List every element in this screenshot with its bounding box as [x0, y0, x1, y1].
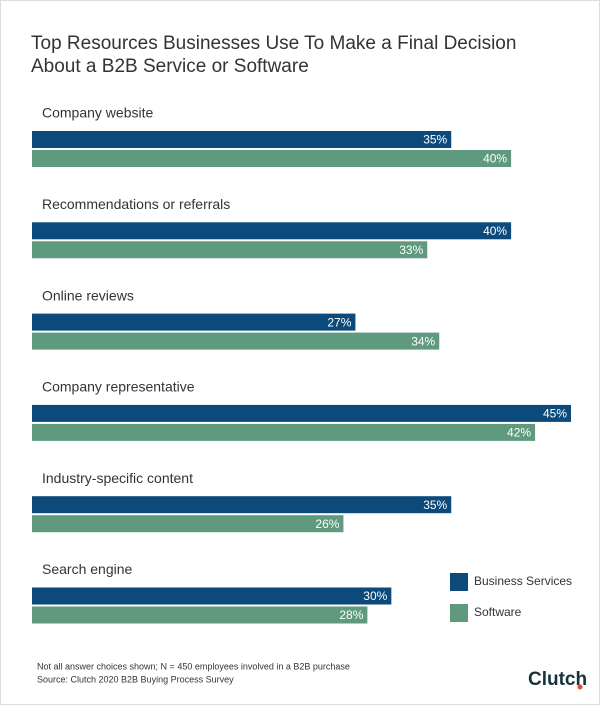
legend-swatch [450, 604, 468, 622]
value-label: 33% [399, 243, 423, 257]
category-label: Company website [42, 105, 153, 121]
bar [32, 587, 392, 605]
bar [32, 222, 512, 240]
value-label: 26% [315, 517, 339, 531]
bar [32, 404, 571, 422]
value-label: 40% [483, 152, 507, 166]
legend-swatch [450, 573, 468, 591]
bar [32, 131, 452, 148]
logo: Clutch [528, 669, 587, 690]
logo-dot [577, 684, 583, 690]
chart-title: Top Resources Businesses Use To Make a F… [31, 33, 517, 77]
bar [32, 496, 452, 514]
value-label: 40% [483, 224, 507, 238]
category-label: Search engine [42, 561, 133, 577]
footnote: Source: Clutch 2020 B2B Buying Process S… [37, 674, 234, 684]
bar [32, 241, 428, 259]
bar [32, 332, 440, 350]
category-label: Online reviews [42, 287, 134, 303]
bar [32, 606, 368, 624]
value-label: 30% [363, 589, 387, 603]
category-label: Recommendations or referrals [42, 196, 230, 212]
value-label: 34% [411, 334, 435, 348]
value-label: 28% [339, 608, 363, 622]
value-label: 35% [423, 498, 447, 512]
bar [32, 313, 356, 331]
category-label: Industry-specific content [42, 470, 193, 486]
footnote: Not all answer choices shown; N = 450 em… [37, 661, 350, 671]
bar [32, 515, 344, 533]
value-label: 35% [423, 133, 447, 147]
bar [32, 150, 512, 167]
value-label: 45% [543, 407, 567, 421]
value-label: 27% [327, 315, 351, 329]
legend-label: Software [474, 605, 522, 619]
value-label: 42% [507, 426, 531, 440]
category-label: Company representative [42, 379, 195, 395]
legend-label: Business Services [474, 574, 572, 588]
bar [32, 423, 536, 441]
